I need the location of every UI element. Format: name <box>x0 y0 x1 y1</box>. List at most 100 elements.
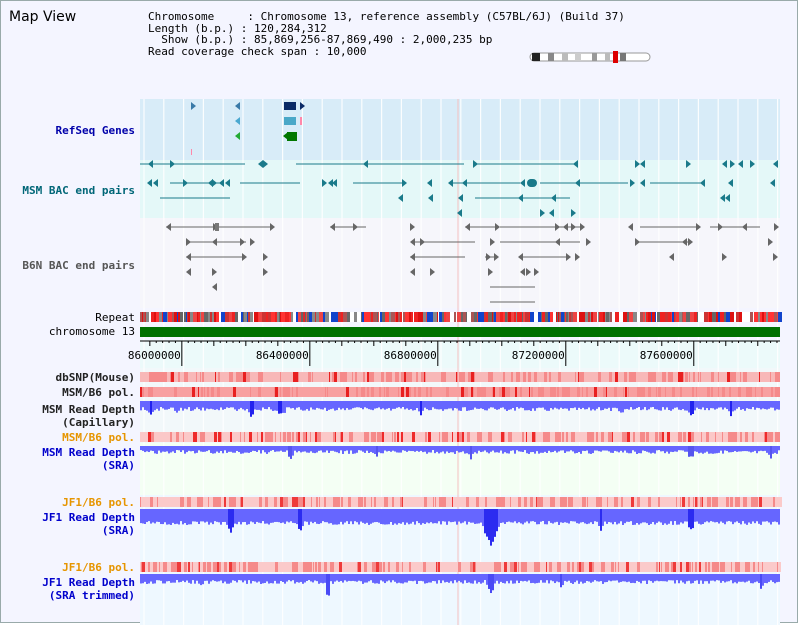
polymorphism-cell <box>719 372 722 382</box>
depth-bar <box>388 446 390 451</box>
repeat-segment <box>633 312 637 322</box>
polymorphism-cell <box>406 387 409 397</box>
depth-bar <box>276 509 278 522</box>
polymorphism-cell <box>616 562 618 572</box>
polymorphism-cell <box>693 387 694 397</box>
polymorphism-cell <box>231 387 233 397</box>
polymorphism-cell <box>151 432 154 442</box>
feature-arrow <box>402 179 407 187</box>
depth-bar <box>628 401 630 410</box>
track-label-msm-bac[interactable]: MSM BAC end pairs <box>22 184 135 197</box>
track-label-jf1-depth-trim[interactable]: JF1 Read Depth <box>42 576 135 589</box>
polymorphism-cell <box>412 497 414 507</box>
polymorphism-cell <box>312 372 313 382</box>
polymorphism-cell <box>496 432 499 442</box>
repeat-segment <box>159 312 162 322</box>
depth-bar <box>404 509 406 525</box>
depth-bar <box>400 509 402 524</box>
depth-bar <box>524 446 526 451</box>
depth-bar <box>164 401 166 410</box>
track-label-dbsnp[interactable]: dbSNP(Mouse) <box>55 371 135 384</box>
polymorphism-cell <box>483 562 486 572</box>
polymorphism-cell <box>621 497 623 507</box>
repeat-segment <box>609 312 610 322</box>
repeat-segment <box>389 312 391 322</box>
feature-arrow <box>720 194 725 202</box>
polymorphism-cell <box>495 432 496 442</box>
depth-bar <box>576 509 578 524</box>
polymorphism-cell <box>204 372 206 382</box>
polymorphism-cell <box>511 372 513 382</box>
repeat-segment <box>565 312 566 322</box>
depth-bar <box>376 446 378 457</box>
depth-bar <box>186 574 188 581</box>
depth-bar <box>182 401 184 411</box>
feature-arrow <box>147 179 152 187</box>
depth-bar <box>474 401 476 408</box>
track-label-jf1-depth-sra[interactable]: JF1 Read Depth <box>42 511 135 524</box>
depth-bar <box>764 509 766 522</box>
depth-bar <box>274 401 276 411</box>
depth-bar <box>196 401 198 408</box>
polymorphism-cell <box>277 372 280 382</box>
depth-bar <box>148 401 150 413</box>
polymorphism-cell <box>461 562 462 572</box>
repeat-segment <box>746 312 750 322</box>
track-label-msm-b6-pol-1[interactable]: MSM/B6 pol. <box>62 386 135 399</box>
depth-bar <box>618 401 620 412</box>
polymorphism-cell <box>774 372 775 382</box>
feature-arrow <box>580 223 585 231</box>
depth-bar <box>208 401 210 410</box>
polymorphism-cell <box>483 387 486 397</box>
polymorphism-cell <box>701 372 703 382</box>
repeat-segment <box>777 312 778 322</box>
track-label-b6n-bac[interactable]: B6N BAC end pairs <box>22 259 135 272</box>
chromosome-ideogram[interactable] <box>529 51 651 63</box>
polymorphism-cell <box>615 372 618 382</box>
track-label-jf1-b6-pol-1[interactable]: JF1/B6 pol. <box>62 496 135 509</box>
polymorphism-cell <box>464 497 466 507</box>
depth-bar <box>628 509 630 522</box>
track-label-refseq[interactable]: RefSeq Genes <box>55 124 135 137</box>
polymorphism-cell <box>298 497 301 507</box>
polymorphism-cell <box>591 432 594 442</box>
polymorphism-cell <box>236 387 238 397</box>
polymorphism-cell <box>146 387 147 397</box>
polymorphism-cell <box>234 372 236 382</box>
polymorphism-cell <box>736 372 737 382</box>
polymorphism-cell <box>317 387 319 397</box>
track-label-msm-depth-sra[interactable]: MSM Read Depth <box>42 446 135 459</box>
polymorphism-cell <box>398 387 399 397</box>
polymorphism-cell <box>213 497 216 507</box>
polymorphism-cell <box>233 387 236 397</box>
depth-bar <box>516 509 518 524</box>
feature-arrow <box>722 253 727 261</box>
depth-bar <box>282 574 284 583</box>
polymorphism-cell <box>571 562 572 572</box>
depth-bar <box>242 574 244 583</box>
depth-bar <box>402 446 404 451</box>
depth-bar <box>194 446 196 454</box>
track-label-jf1-b6-pol-2[interactable]: JF1/B6 pol. <box>62 561 135 574</box>
polymorphism-cell <box>209 562 211 572</box>
polymorphism-cell <box>659 562 660 572</box>
track-label-msm-b6-pol-2[interactable]: MSM/B6 pol. <box>62 431 135 444</box>
track-label-msm-depth-cap[interactable]: MSM Read Depth <box>42 403 135 416</box>
polymorphism-cell <box>302 387 305 397</box>
depth-bar <box>736 509 738 522</box>
polymorphism-cell <box>345 497 346 507</box>
feature-glyphs[interactable] <box>140 102 779 303</box>
depth-bar <box>164 574 166 584</box>
polymorphism-cell <box>723 432 725 442</box>
depth-bar <box>570 509 572 522</box>
polymorphism-cell <box>161 562 163 572</box>
polymorphism-cell <box>394 497 395 507</box>
repeat-segment <box>385 312 389 322</box>
depth-bar <box>272 401 274 411</box>
polymorphism-cell <box>611 497 614 507</box>
feature-arrow <box>263 160 268 168</box>
polymorphism-cell <box>291 432 292 442</box>
depth-bar <box>490 509 492 546</box>
repeat-segment <box>484 312 486 322</box>
